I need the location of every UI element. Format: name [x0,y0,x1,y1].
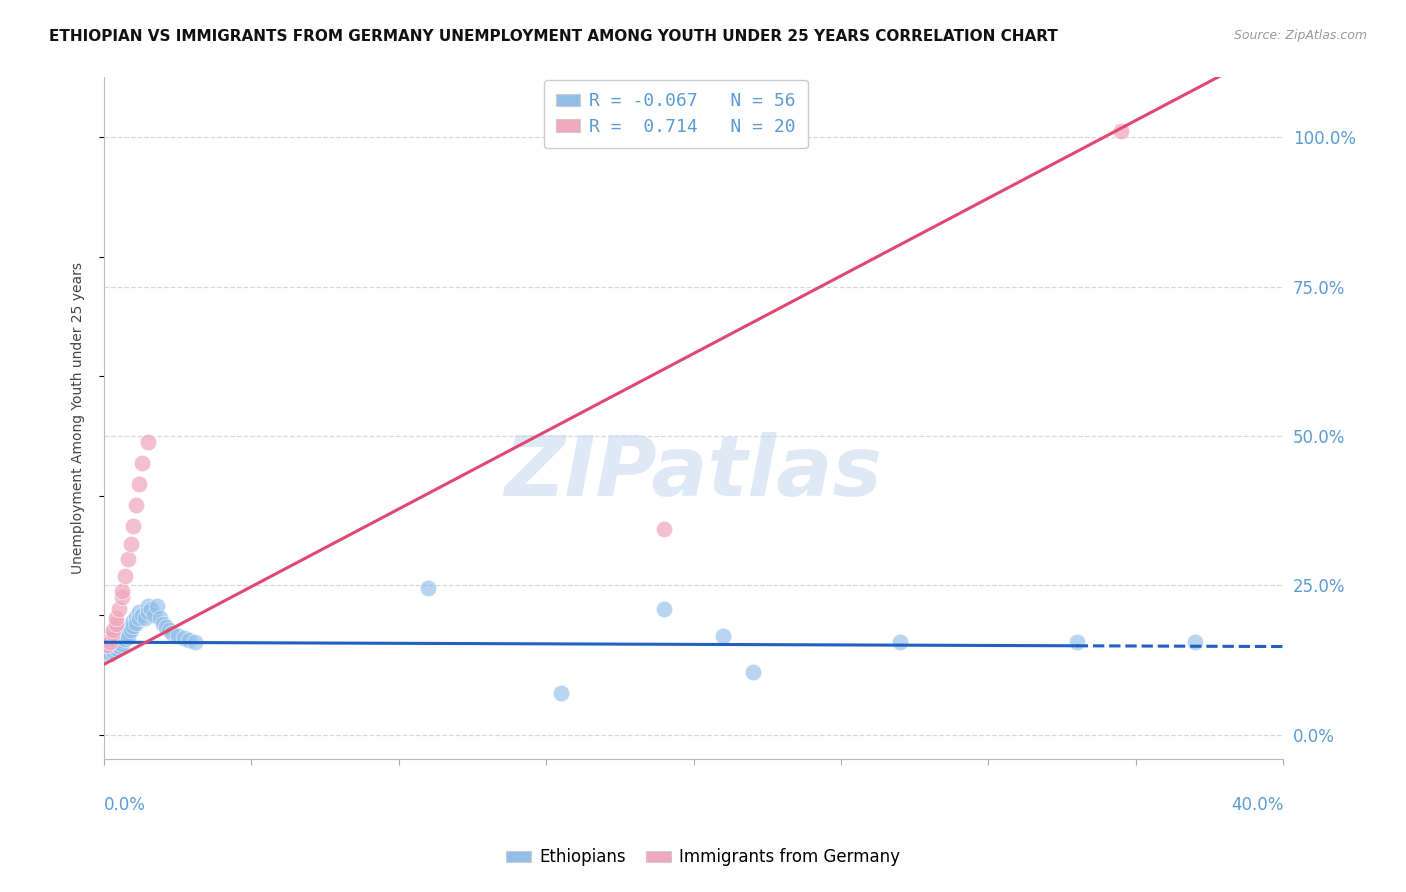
Legend: Ethiopians, Immigrants from Germany: Ethiopians, Immigrants from Germany [499,842,907,873]
Point [128,605,150,619]
Point [104,629,127,643]
Point [104,635,127,649]
Point [104,641,127,656]
Text: ZIPatlas: ZIPatlas [505,432,883,513]
Point [550,686,572,700]
Point [418,582,440,596]
Point [101,632,124,647]
Point [146,599,169,614]
Point [179,633,201,648]
Point [111,591,134,605]
Point [96,638,118,652]
Point [125,609,148,624]
Text: 40.0%: 40.0% [1230,797,1284,814]
Point [107,635,129,649]
Point [104,638,127,652]
Point [111,637,134,651]
Point [136,605,159,619]
Point [741,665,763,679]
Point [104,617,127,632]
Point [149,611,172,625]
Point [131,456,153,470]
Point [120,624,142,638]
Point [122,518,145,533]
Point [98,641,121,656]
Point [143,608,166,623]
Point [131,608,153,623]
Point [1109,124,1132,138]
Point [98,635,121,649]
Point [117,622,139,636]
Point [184,635,207,649]
Point [107,632,129,647]
Text: Source: ZipAtlas.com: Source: ZipAtlas.com [1233,29,1367,42]
Y-axis label: Unemployment Among Youth under 25 years: Unemployment Among Youth under 25 years [72,262,86,574]
Legend: R = -0.067   N = 56, R =  0.714   N = 20: R = -0.067 N = 56, R = 0.714 N = 20 [544,79,808,148]
Point [101,626,124,640]
Point [101,638,124,652]
Point [1066,635,1088,649]
Point [652,522,675,536]
Point [114,624,136,638]
Text: 0.0%: 0.0% [104,797,146,814]
Point [104,611,127,625]
Point [125,615,148,630]
Point [98,632,121,647]
Point [155,620,177,634]
Point [889,635,911,649]
Point [101,641,124,656]
Point [128,476,150,491]
Point [111,584,134,599]
Point [114,632,136,647]
Point [141,602,163,616]
Point [711,629,734,643]
Point [114,627,136,641]
Point [173,631,195,645]
Point [136,599,159,614]
Point [101,644,124,658]
Point [136,435,159,450]
Point [160,626,183,640]
Point [101,624,124,638]
Point [166,629,188,643]
Point [652,602,675,616]
Point [111,631,134,645]
Point [117,631,139,645]
Text: ETHIOPIAN VS IMMIGRANTS FROM GERMANY UNEMPLOYMENT AMONG YOUTH UNDER 25 YEARS COR: ETHIOPIAN VS IMMIGRANTS FROM GERMANY UNE… [49,29,1059,44]
Point [98,647,121,661]
Point [107,640,129,654]
Point [117,626,139,640]
Point [120,619,142,633]
Point [128,611,150,625]
Point [122,618,145,632]
Point [96,644,118,658]
Point [134,611,156,625]
Point [107,602,129,616]
Point [157,624,180,638]
Point [120,536,142,550]
Point [98,635,121,649]
Point [107,626,129,640]
Point [117,551,139,566]
Point [111,633,134,648]
Point [122,615,145,629]
Point [1184,635,1206,649]
Point [152,617,174,632]
Point [125,498,148,512]
Point [114,569,136,583]
Point [96,638,118,652]
